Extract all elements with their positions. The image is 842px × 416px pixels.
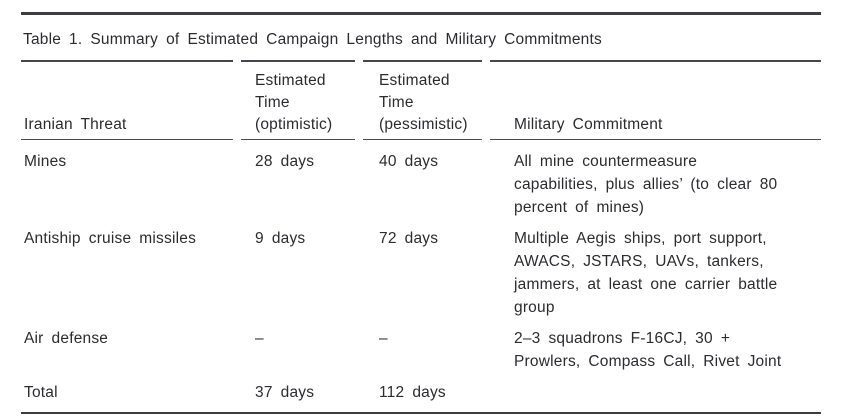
column-header-military-commitment: Military Commitment <box>514 115 663 133</box>
table-header-row: Iranian Threat Estimated Time (optimisti… <box>21 62 821 136</box>
rule-segment <box>241 59 355 62</box>
rule-segment <box>241 138 355 140</box>
rule-segment <box>21 59 233 62</box>
rule-segment <box>21 138 233 140</box>
cell-pessimistic-time: 112 days <box>379 383 446 401</box>
cell-military-commitment: 2–3 squadrons F-16CJ, 30 + Prowlers, Com… <box>514 329 782 370</box>
cell-pessimistic-time: – <box>379 329 388 347</box>
cell-threat: Total <box>24 383 58 401</box>
cell-optimistic-time: – <box>255 329 264 347</box>
cell-military-commitment: Multiple Aegis ships, port support, AWAC… <box>514 229 778 316</box>
column-header-iranian-threat: Iranian Threat <box>24 115 127 133</box>
column-header-estimated-time-optimistic: Estimated Time (optimistic) <box>255 71 333 133</box>
cell-optimistic-time: 28 days <box>255 152 315 170</box>
table-body: Mines 28 days 40 days All mine counterme… <box>21 140 821 404</box>
rule-segment <box>363 138 482 140</box>
rule-segment <box>490 59 821 62</box>
table-row-mines: Mines 28 days 40 days All mine counterme… <box>21 150 821 219</box>
cell-optimistic-time: 9 days <box>255 229 306 247</box>
cell-threat: Mines <box>24 152 67 170</box>
cell-pessimistic-time: 40 days <box>379 152 439 170</box>
table-title: Table 1. Summary of Estimated Campaign L… <box>23 30 602 48</box>
column-header-estimated-time-pessimistic: Estimated Time (pessimistic) <box>379 71 468 133</box>
table-top-rule <box>21 12 821 15</box>
rule-segment <box>363 59 482 62</box>
rule-segment <box>490 138 821 140</box>
cell-optimistic-time: 37 days <box>255 383 315 401</box>
rule-under-header <box>21 138 821 140</box>
cell-threat: Air defense <box>24 329 109 347</box>
cell-threat: Antiship cruise missiles <box>24 229 197 247</box>
cell-military-commitment: All mine countermeasure capabilities, pl… <box>514 152 778 216</box>
table-bottom-rule <box>21 411 821 415</box>
table-row-air-defense: Air defense – – 2–3 squadrons F-16CJ, 30… <box>21 327 821 373</box>
table-row-total: Total 37 days 112 days <box>21 381 821 404</box>
cell-pessimistic-time: 72 days <box>379 229 439 247</box>
rule-under-title <box>21 59 821 62</box>
table-row-antiship-cruise-missiles: Antiship cruise missiles 9 days 72 days … <box>21 227 821 319</box>
